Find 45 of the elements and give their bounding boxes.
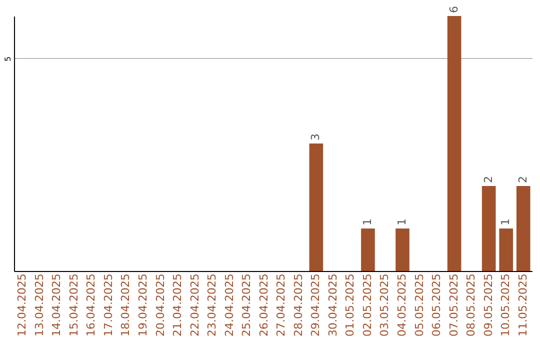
x-tick-label: 16.04.2025 (84, 274, 98, 336)
x-tick-label: 09.05.2025 (482, 274, 495, 336)
x-tick-label: 19.04.2025 (136, 274, 150, 336)
data-label: 6 (447, 6, 460, 13)
bar (482, 186, 496, 271)
x-tick-label: 22.04.2025 (188, 274, 202, 336)
data-label: 2 (482, 176, 495, 183)
x-tick-label: 07.05.2025 (447, 274, 460, 336)
x-tick-label: 18.04.2025 (119, 274, 132, 336)
x-tick-label: 08.05.2025 (464, 274, 478, 336)
x-tick-label: 01.05.2025 (344, 274, 357, 336)
data-label: 3 (309, 134, 322, 140)
x-tick-label: 12.04.2025 (16, 274, 29, 336)
bar (361, 228, 375, 271)
x-tick-label: 24.04.2025 (222, 274, 236, 336)
x-tick-label: 13.04.2025 (32, 274, 46, 336)
x-tick-label: 15.04.2025 (67, 274, 80, 336)
x-tick-label: 06.05.2025 (430, 274, 444, 336)
data-label: 1 (396, 218, 408, 226)
x-tick-label: 05.05.2025 (412, 274, 426, 336)
data-label: 2 (516, 176, 530, 183)
x-tick-label: 11.05.2025 (516, 274, 530, 336)
x-tick-label: 29.04.2025 (309, 274, 322, 336)
x-tick-label: 27.04.2025 (274, 274, 288, 336)
bar (396, 228, 410, 271)
bar (516, 186, 530, 271)
x-tick-label: 04.05.2025 (396, 274, 408, 336)
x-tick-label: 21.04.2025 (171, 274, 184, 336)
data-label: 1 (360, 218, 374, 226)
x-tick-label: 25.04.2025 (240, 274, 254, 336)
x-tick-label: 10.05.2025 (499, 274, 512, 336)
x-tick-label: 20.04.2025 (154, 274, 167, 336)
x-tick-label: 26.04.2025 (257, 274, 270, 336)
x-tick-label: 02.05.2025 (360, 274, 374, 336)
x-tick-label: 30.04.2025 (326, 274, 340, 336)
x-tick-label: 03.05.2025 (378, 274, 392, 336)
x-tick-label: 17.04.2025 (102, 274, 115, 336)
x-tick-label: 14.04.2025 (50, 274, 64, 336)
bar (499, 228, 514, 271)
data-label: 1 (499, 218, 512, 226)
y-tick-label: 5 (4, 56, 12, 62)
x-tick-label: 28.04.2025 (292, 274, 305, 336)
bar (309, 144, 324, 271)
bar (447, 16, 462, 271)
x-tick-label: 23.04.2025 (206, 274, 219, 336)
